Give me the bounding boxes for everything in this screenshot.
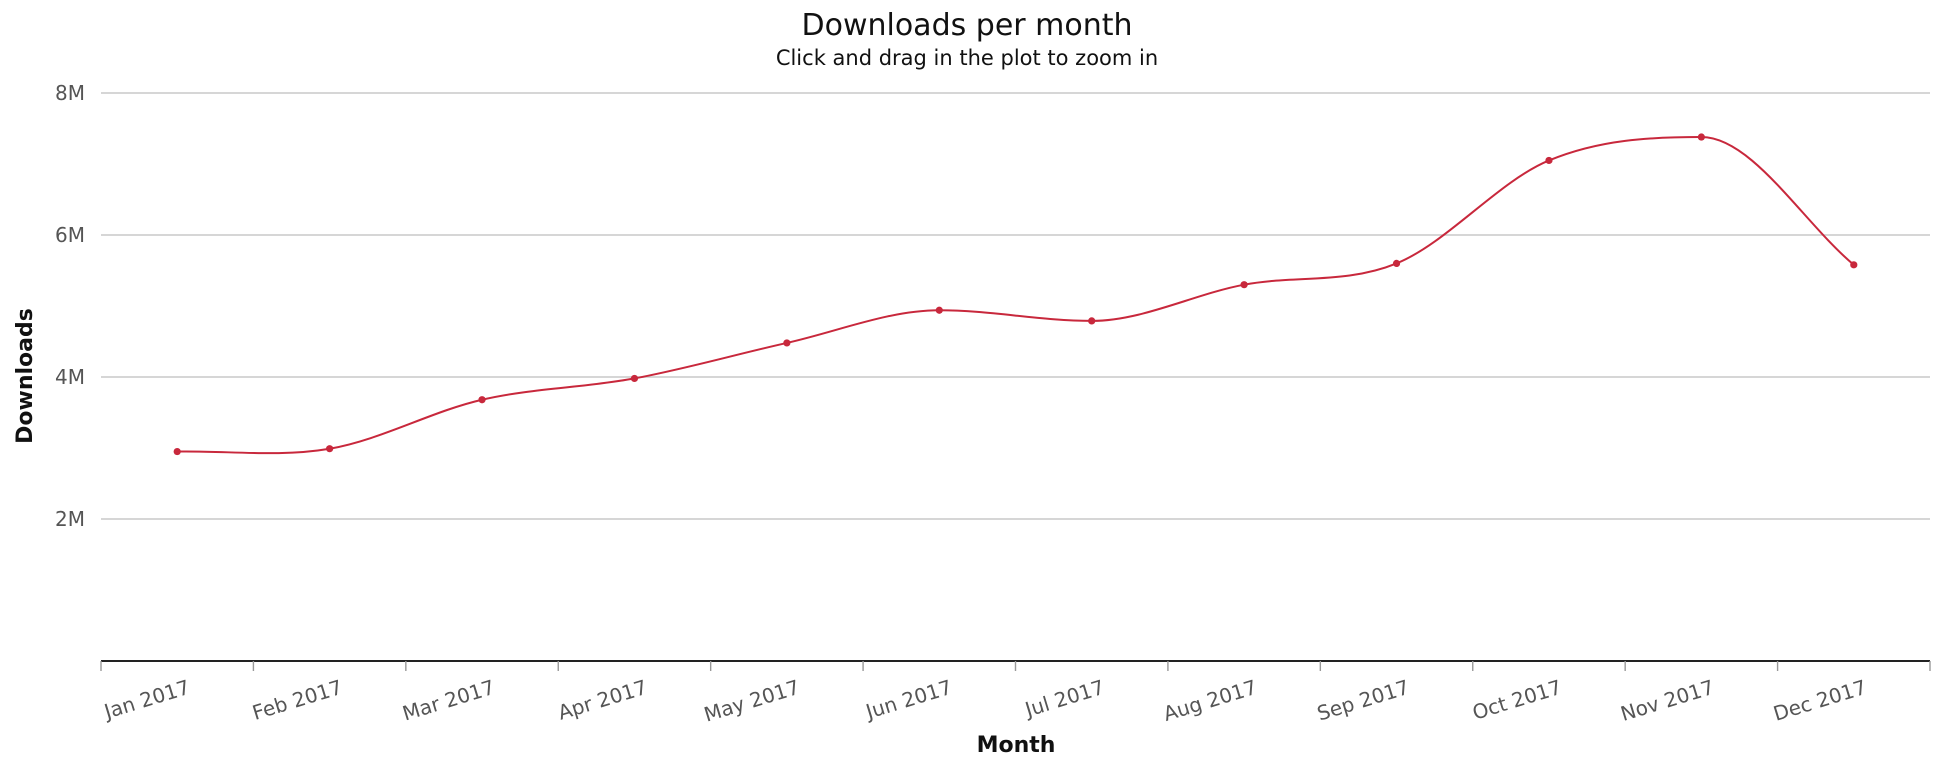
x-tick-label: Sep 2017 <box>1314 675 1412 726</box>
x-tick-label: Jun 2017 <box>861 675 955 724</box>
x-tick-label: Mar 2017 <box>400 675 498 726</box>
x-tick-label: May 2017 <box>701 675 802 727</box>
data-point[interactable] <box>630 374 639 383</box>
x-axis-title: Month <box>977 733 1056 758</box>
x-tick-label: Oct 2017 <box>1470 675 1565 725</box>
y-gridlines <box>101 92 1930 520</box>
downloads-data-points[interactable] <box>173 133 1858 456</box>
x-tick-label: Apr 2017 <box>555 675 650 725</box>
x-axis-ticks: Jan 2017 Feb 2017 Mar 2017 Apr 2017 May 2017… <box>99 661 1931 727</box>
y-tick-label: 2M <box>55 507 85 531</box>
chart-title: Downloads per month <box>801 8 1132 43</box>
data-point[interactable] <box>783 339 791 347</box>
x-tick-label: Dec 2017 <box>1770 675 1869 726</box>
x-tick-label: Jul 2017 <box>1020 675 1107 722</box>
y-axis-title: Downloads <box>13 308 38 444</box>
data-point[interactable] <box>326 445 334 453</box>
data-point[interactable] <box>1240 281 1248 289</box>
data-point[interactable] <box>478 396 486 404</box>
data-point[interactable] <box>173 447 181 456</box>
data-point[interactable] <box>1545 156 1553 165</box>
chart-subtitle: Click and drag in the plot to zoom in <box>776 46 1158 70</box>
x-tick-label: Feb 2017 <box>249 675 345 725</box>
y-tick-label: 8M <box>55 81 85 105</box>
y-tick-label: 6M <box>55 223 85 247</box>
data-point[interactable] <box>1392 259 1401 267</box>
data-point[interactable] <box>1697 133 1705 141</box>
x-tick-label: Nov 2017 <box>1618 675 1717 726</box>
downloads-series-line <box>177 136 1855 455</box>
data-point[interactable] <box>1850 261 1858 269</box>
x-tick-label: Aug 2017 <box>1160 675 1259 726</box>
y-axis-tick-labels: 2M 4M 6M 8M <box>55 81 85 531</box>
x-tick-label: Jan 2017 <box>99 675 192 724</box>
data-point[interactable] <box>935 306 943 314</box>
data-point[interactable] <box>1088 317 1096 325</box>
y-tick-label: 4M <box>55 365 85 389</box>
